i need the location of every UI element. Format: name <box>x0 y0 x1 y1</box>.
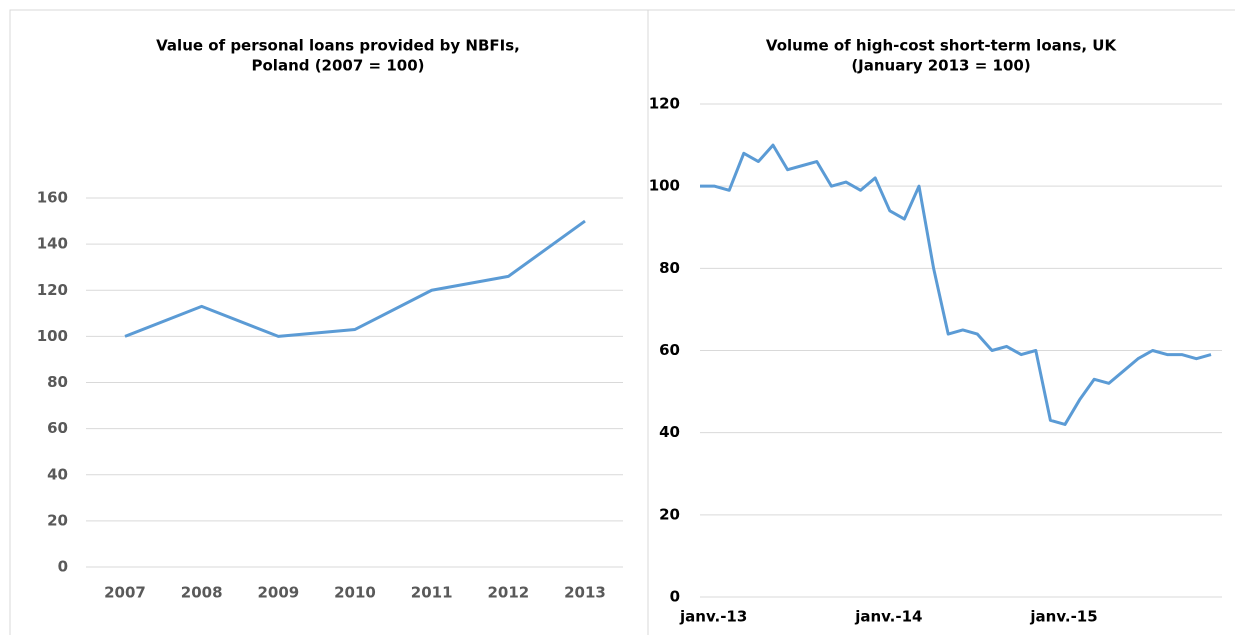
y-tick-label: 20 <box>47 511 68 529</box>
y-tick-label: 20 <box>659 505 680 523</box>
y-tick-label: 160 <box>37 189 68 207</box>
x-tick-label: 2010 <box>334 584 376 602</box>
y-tick-label: 60 <box>659 341 680 359</box>
chart-title: Value of personal loans provided by NBFI… <box>156 37 520 55</box>
x-tick-label: 2008 <box>181 584 223 602</box>
y-tick-label: 60 <box>47 419 68 437</box>
panel-right <box>647 9 1235 635</box>
y-tick-label: 40 <box>659 423 680 441</box>
data-line <box>700 143 1212 426</box>
y-tick-label: 100 <box>37 327 68 345</box>
y-tick-label: 100 <box>649 177 680 195</box>
y-tick-label: 140 <box>37 235 68 253</box>
y-tick-label: 120 <box>649 95 680 113</box>
x-tick-label: janv.-14 <box>854 608 922 626</box>
y-tick-label: 80 <box>659 259 680 277</box>
x-tick-label: 2013 <box>564 584 606 602</box>
panel-left <box>9 9 649 635</box>
x-tick-label: 2011 <box>411 584 453 602</box>
x-tick-label: 2009 <box>257 584 299 602</box>
y-tick-label: 40 <box>47 465 68 483</box>
x-tick-label: 2012 <box>487 584 529 602</box>
y-tick-label: 0 <box>670 588 680 606</box>
x-tick-label: janv.-13 <box>679 608 747 626</box>
chart-title: Poland (2007 = 100) <box>252 57 425 75</box>
chart-title: Volume of high-cost short-term loans, UK <box>766 37 1118 55</box>
x-tick-label: janv.-15 <box>1029 608 1097 626</box>
chart-title: (January 2013 = 100) <box>851 57 1030 75</box>
y-tick-label: 120 <box>37 281 68 299</box>
x-tick-label: 2007 <box>104 584 146 602</box>
y-tick-label: 80 <box>47 373 68 391</box>
y-tick-label: 0 <box>58 558 68 576</box>
data-line <box>124 219 586 338</box>
